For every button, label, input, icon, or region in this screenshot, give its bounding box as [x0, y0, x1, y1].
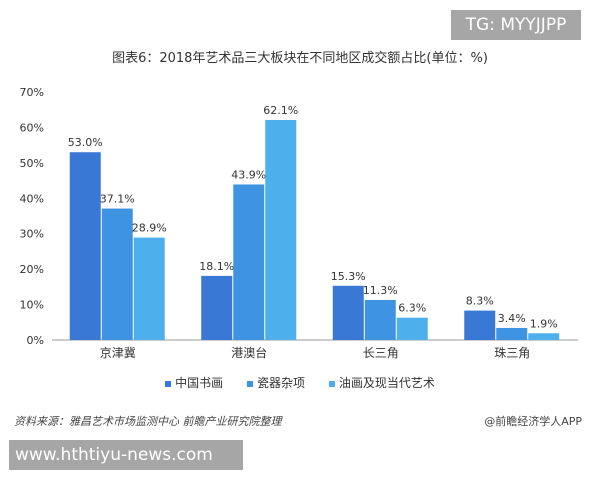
data-label: 3.4% — [498, 312, 526, 325]
chart-title: 图表6：2018年艺术品三大板块在不同地区成交额占比(单位：%) — [112, 51, 488, 66]
bar — [69, 152, 101, 340]
bar — [201, 275, 233, 340]
y-tick-label: 70% — [20, 86, 44, 99]
data-label: 11.3% — [363, 284, 398, 297]
data-label: 53.0% — [68, 136, 103, 149]
legend-label: 油画及现当代艺术 — [338, 376, 435, 390]
bar — [464, 310, 496, 340]
watermark-url: www.hthtiyu-news.com — [9, 440, 243, 470]
source-note: 资料来源：雅昌艺术市场监测中心 前瞻产业研究院整理 — [14, 415, 282, 428]
bar — [101, 208, 133, 340]
bar — [364, 299, 396, 340]
legend-label: 中国书画 — [175, 376, 224, 390]
y-tick-label: 30% — [20, 228, 44, 241]
y-tick-label: 10% — [20, 299, 44, 312]
y-tick-label: 50% — [20, 157, 44, 170]
data-label: 43.9% — [231, 168, 266, 181]
bar — [396, 317, 428, 340]
bar — [496, 327, 528, 340]
data-label: 37.1% — [100, 193, 135, 206]
bar — [233, 184, 265, 340]
credit: @前瞻经济学人APP — [484, 415, 582, 428]
data-label: 28.9% — [132, 222, 167, 235]
legend-swatch — [246, 380, 253, 387]
legend-item: 油画及现当代艺术 — [328, 374, 435, 391]
data-label: 62.1% — [263, 104, 298, 117]
x-tick-label: 珠三角 — [494, 346, 530, 360]
watermark-tg: TG: MYYJJPP — [451, 10, 581, 40]
bar — [528, 333, 560, 340]
x-tick-label: 港澳台 — [231, 345, 267, 360]
data-label: 18.1% — [199, 260, 234, 273]
x-tick-label: 长三角 — [363, 346, 399, 360]
y-tick-label: 0% — [27, 334, 44, 347]
legend-swatch — [328, 380, 335, 387]
data-label: 1.9% — [530, 317, 558, 330]
bar — [133, 237, 165, 340]
legend-swatch — [165, 380, 172, 387]
data-label: 15.3% — [331, 270, 366, 283]
y-tick-label: 60% — [20, 121, 44, 134]
bar — [265, 119, 297, 340]
data-label: 8.3% — [466, 295, 494, 308]
y-tick-label: 20% — [20, 263, 44, 276]
x-tick-label: 京津冀 — [100, 346, 136, 360]
legend-item: 瓷器杂项 — [246, 374, 305, 391]
data-label: 6.3% — [398, 302, 426, 315]
legend-label: 瓷器杂项 — [256, 376, 305, 390]
y-tick-label: 40% — [20, 192, 44, 205]
legend-item: 中国书画 — [165, 374, 223, 391]
bar — [332, 285, 364, 340]
legend: 中国书画 瓷器杂项 油画及现当代艺术 — [0, 374, 600, 391]
